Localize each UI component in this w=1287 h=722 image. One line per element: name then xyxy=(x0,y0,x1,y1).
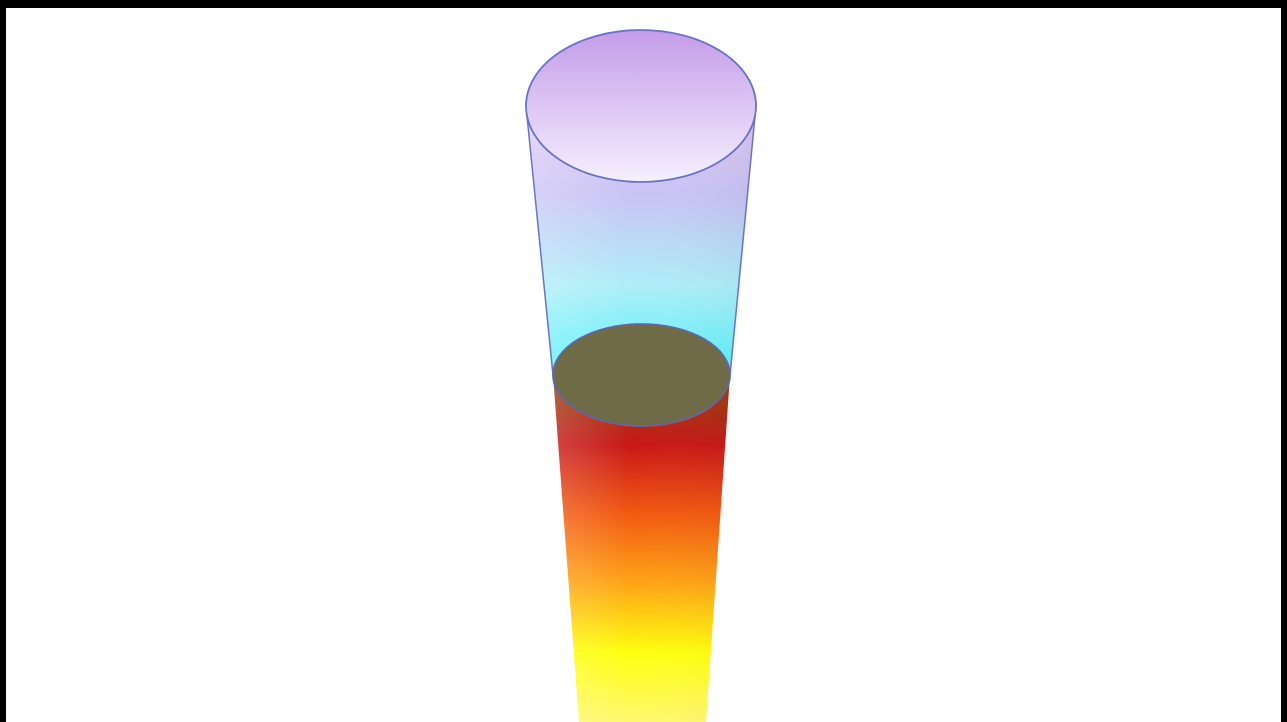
viewport-frame xyxy=(6,8,1281,722)
left-edge xyxy=(525,105,554,376)
boundary-disc xyxy=(552,323,731,427)
right-edge xyxy=(729,105,757,376)
top-cap xyxy=(525,29,757,183)
cylinder-scene xyxy=(525,29,757,722)
